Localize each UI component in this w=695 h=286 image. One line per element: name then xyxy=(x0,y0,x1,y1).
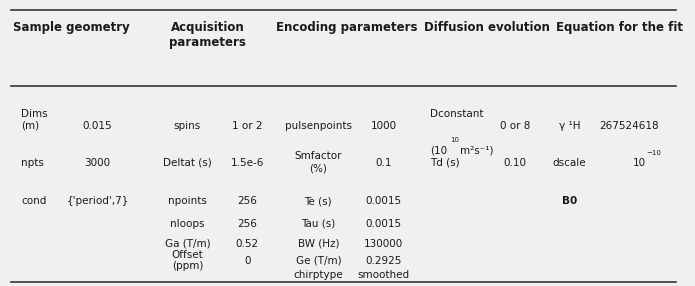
Text: cond: cond xyxy=(22,196,47,206)
Text: −10: −10 xyxy=(646,150,662,156)
Text: 267524618: 267524618 xyxy=(600,121,660,131)
Text: 0.2925: 0.2925 xyxy=(366,255,402,265)
Text: Tau (s): Tau (s) xyxy=(301,219,336,229)
Text: 1000: 1000 xyxy=(370,121,397,131)
Text: 0.0015: 0.0015 xyxy=(366,219,402,229)
Text: 0.015: 0.015 xyxy=(83,121,113,131)
Text: m²s⁻¹): m²s⁻¹) xyxy=(460,146,493,156)
Text: Ga (T/m): Ga (T/m) xyxy=(165,239,210,249)
Text: 10: 10 xyxy=(632,158,646,168)
Text: 0.0015: 0.0015 xyxy=(366,196,402,206)
Text: Offset
(ppm): Offset (ppm) xyxy=(172,250,203,271)
Text: 1.5e-6: 1.5e-6 xyxy=(231,158,264,168)
Text: nloops: nloops xyxy=(170,219,204,229)
Text: Te (s): Te (s) xyxy=(304,196,332,206)
Text: spins: spins xyxy=(174,121,201,131)
Text: Sample geometry: Sample geometry xyxy=(13,21,129,34)
Text: Acquisition
parameters: Acquisition parameters xyxy=(169,21,246,49)
Text: 0.1: 0.1 xyxy=(375,158,392,168)
Text: γ ¹H: γ ¹H xyxy=(559,121,580,131)
Text: 3000: 3000 xyxy=(85,158,111,168)
Text: 256: 256 xyxy=(237,196,257,206)
Text: Dims
(m): Dims (m) xyxy=(22,109,48,131)
Text: 256: 256 xyxy=(237,219,257,229)
Text: 0: 0 xyxy=(244,255,250,265)
Text: Equation for the fit: Equation for the fit xyxy=(556,21,683,34)
Text: Deltat (s): Deltat (s) xyxy=(163,158,212,168)
Text: pulsenpoints: pulsenpoints xyxy=(285,121,352,131)
Text: (10: (10 xyxy=(430,146,447,156)
Text: {'period',7}: {'period',7} xyxy=(67,196,129,206)
Text: Td (s): Td (s) xyxy=(430,158,459,168)
Text: Smfactor
(%): Smfactor (%) xyxy=(295,152,342,173)
Text: npoints: npoints xyxy=(168,196,207,206)
Text: 0.10: 0.10 xyxy=(504,158,527,168)
Text: 130000: 130000 xyxy=(364,239,403,249)
Text: 0 or 8: 0 or 8 xyxy=(500,121,530,131)
Text: 0.52: 0.52 xyxy=(236,239,259,249)
Text: Dconstant: Dconstant xyxy=(430,109,484,119)
Text: npts: npts xyxy=(22,158,44,168)
Text: 1 or 2: 1 or 2 xyxy=(232,121,263,131)
Text: B0: B0 xyxy=(562,196,577,206)
Text: smoothed: smoothed xyxy=(357,270,409,280)
Text: 10: 10 xyxy=(450,137,459,143)
Text: BW (Hz): BW (Hz) xyxy=(297,239,339,249)
Text: Encoding parameters: Encoding parameters xyxy=(276,21,418,34)
Text: chirptype: chirptype xyxy=(293,270,343,280)
Text: Diffusion evolution: Diffusion evolution xyxy=(423,21,550,34)
Text: Ge (T/m): Ge (T/m) xyxy=(295,255,341,265)
Text: dscale: dscale xyxy=(553,158,587,168)
